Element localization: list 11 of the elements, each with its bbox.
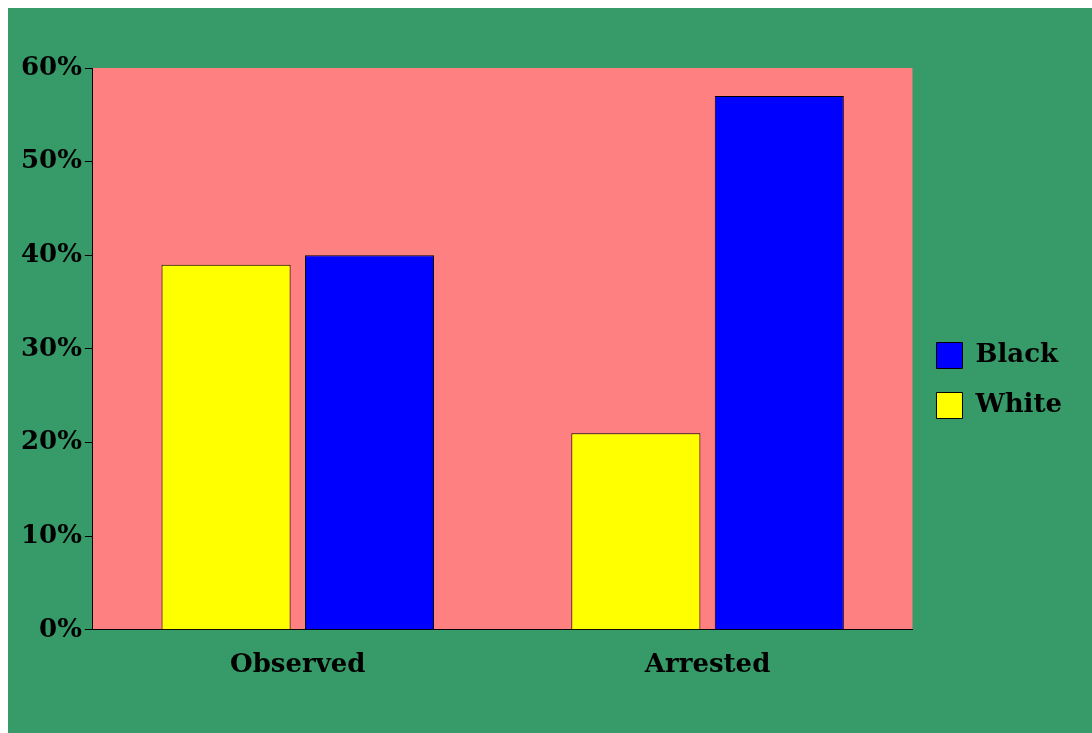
y-tick-label: 10%: [21, 518, 83, 549]
y-tick-label: 0%: [39, 612, 83, 643]
y-tick-label: 60%: [21, 50, 83, 81]
y-tick-label: 30%: [21, 331, 83, 362]
x-tick-label: Observed: [230, 648, 366, 679]
legend-label: Black: [975, 338, 1059, 369]
legend-label: White: [974, 388, 1062, 419]
x-tick-label: Arrested: [643, 648, 771, 679]
y-tick-label: 40%: [21, 238, 83, 269]
y-tick-label: 20%: [21, 425, 83, 456]
y-tick-label: 50%: [21, 144, 83, 175]
